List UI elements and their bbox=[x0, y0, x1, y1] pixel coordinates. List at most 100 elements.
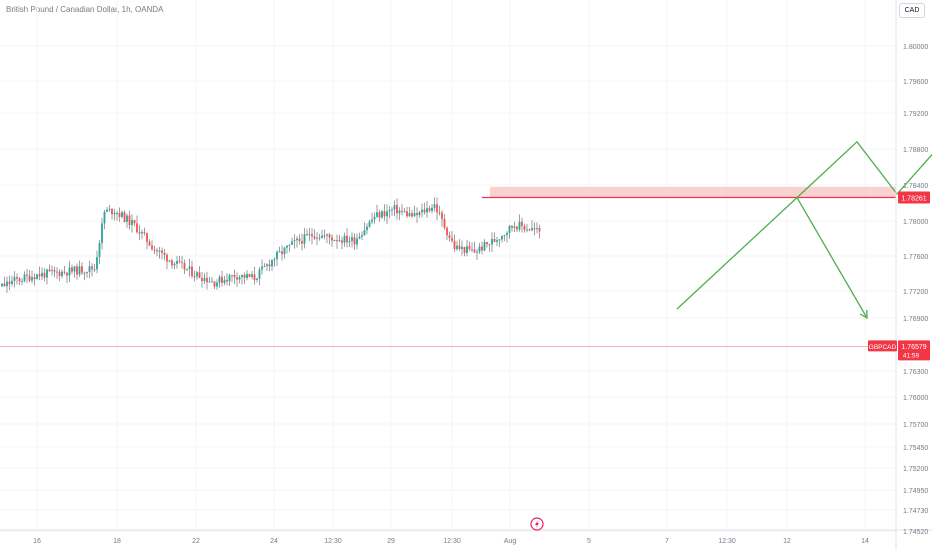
candle-body-188 bbox=[471, 249, 473, 251]
candle-body-19 bbox=[48, 269, 51, 272]
candle-body-48 bbox=[121, 212, 123, 217]
currency-button[interactable]: CAD bbox=[899, 3, 925, 18]
y-tick-label-0: 1.80000 bbox=[903, 44, 928, 51]
candle-body-215 bbox=[538, 228, 541, 232]
candle-body-125 bbox=[313, 236, 316, 239]
candle-body-124 bbox=[311, 234, 313, 237]
candle-body-78 bbox=[196, 272, 198, 277]
candle-body-183 bbox=[458, 245, 461, 250]
x-tick-label-7: Aug bbox=[504, 538, 517, 545]
candle-body-127 bbox=[318, 237, 321, 239]
candle-body-170 bbox=[426, 208, 428, 213]
candle-body-155 bbox=[388, 210, 391, 212]
candle-body-144 bbox=[361, 235, 363, 237]
candle-body-147 bbox=[368, 221, 371, 227]
candle-body-108 bbox=[271, 260, 273, 267]
x-tick-label-12: 14 bbox=[861, 538, 869, 545]
y-tick-label-2: 1.79200 bbox=[903, 111, 928, 118]
candle-body-85 bbox=[213, 281, 216, 287]
candle-body-42 bbox=[106, 209, 108, 212]
y-tick-label-15: 1.74730 bbox=[903, 508, 928, 515]
candle-body-103 bbox=[258, 269, 261, 279]
candle-body-107 bbox=[268, 264, 271, 267]
candle-body-68 bbox=[171, 260, 173, 266]
candle-body-177 bbox=[443, 219, 446, 228]
candle-body-171 bbox=[428, 208, 431, 211]
resistance-zone bbox=[490, 186, 896, 198]
candle-body-97 bbox=[243, 274, 246, 278]
y-tick-label-12: 1.75450 bbox=[903, 445, 928, 452]
candle-body-62 bbox=[156, 250, 158, 252]
candle-body-58 bbox=[146, 233, 148, 242]
candle-body-140 bbox=[351, 237, 353, 242]
candle-body-130 bbox=[326, 234, 328, 236]
projection-arrows-layer bbox=[676, 140, 932, 320]
candle-body-213 bbox=[533, 228, 536, 230]
candle-body-193 bbox=[483, 242, 486, 251]
candle-body-161 bbox=[403, 211, 406, 213]
candle-body-12 bbox=[31, 277, 33, 281]
candle-body-87 bbox=[218, 276, 221, 283]
candle-body-14 bbox=[36, 274, 38, 280]
candle-body-203 bbox=[508, 225, 511, 233]
candle-body-66 bbox=[166, 254, 168, 262]
candle-body-24 bbox=[61, 271, 63, 276]
candle-body-187 bbox=[468, 246, 471, 250]
candle-body-74 bbox=[186, 268, 188, 270]
candle-body-166 bbox=[416, 213, 418, 216]
bearish-path bbox=[796, 197, 868, 319]
candle-body-63 bbox=[158, 250, 161, 252]
candle-body-98 bbox=[246, 274, 248, 278]
candle-body-129 bbox=[323, 235, 326, 237]
candle-body-96 bbox=[241, 274, 243, 278]
candle-body-139 bbox=[348, 241, 351, 243]
candle-body-150 bbox=[376, 212, 378, 217]
candle-body-26 bbox=[66, 272, 68, 276]
lightning-bolt-icon[interactable] bbox=[530, 517, 544, 531]
candle-body-99 bbox=[248, 274, 251, 277]
candle-body-88 bbox=[221, 276, 223, 283]
candle-body-206 bbox=[516, 226, 518, 230]
candle-body-53 bbox=[133, 219, 136, 224]
current-price-value: 1.76579 bbox=[901, 344, 926, 351]
candle-body-121 bbox=[303, 234, 306, 244]
candle-body-55 bbox=[138, 232, 141, 234]
candle-body-21 bbox=[53, 270, 56, 272]
candle-body-56 bbox=[141, 232, 143, 234]
candle-body-2 bbox=[6, 281, 8, 287]
candle-body-89 bbox=[223, 279, 226, 283]
candle-body-94 bbox=[236, 277, 238, 280]
y-tick-label-8: 1.76900 bbox=[903, 316, 928, 323]
candle-body-8 bbox=[21, 280, 23, 282]
candle-body-211 bbox=[528, 229, 531, 231]
y-tick-label-4: 1.78400 bbox=[903, 183, 928, 190]
candle-body-77 bbox=[193, 276, 196, 278]
candle-body-95 bbox=[238, 277, 241, 280]
candle-body-7 bbox=[18, 278, 21, 282]
candle-body-29 bbox=[73, 266, 76, 272]
candle-body-93 bbox=[233, 274, 236, 278]
y-tick-label-11: 1.75700 bbox=[903, 422, 928, 429]
candle-body-81 bbox=[203, 277, 206, 282]
candle-body-100 bbox=[251, 274, 253, 277]
candle-body-157 bbox=[393, 205, 396, 210]
candle-body-173 bbox=[433, 204, 436, 208]
candle-body-196 bbox=[491, 238, 493, 245]
candle-body-23 bbox=[58, 271, 61, 276]
candle-body-117 bbox=[293, 240, 296, 242]
candle-body-164 bbox=[411, 213, 413, 217]
candle-body-83 bbox=[208, 281, 211, 283]
candle-body-52 bbox=[131, 219, 133, 225]
x-tick-label-0: 16 bbox=[33, 538, 41, 545]
candle-body-176 bbox=[441, 212, 443, 220]
candle-body-159 bbox=[398, 210, 401, 214]
candle-body-45 bbox=[113, 212, 116, 215]
candle-body-35 bbox=[88, 266, 91, 273]
candle-body-172 bbox=[431, 207, 433, 211]
candle-body-104 bbox=[261, 266, 263, 270]
candle-body-214 bbox=[536, 228, 538, 230]
